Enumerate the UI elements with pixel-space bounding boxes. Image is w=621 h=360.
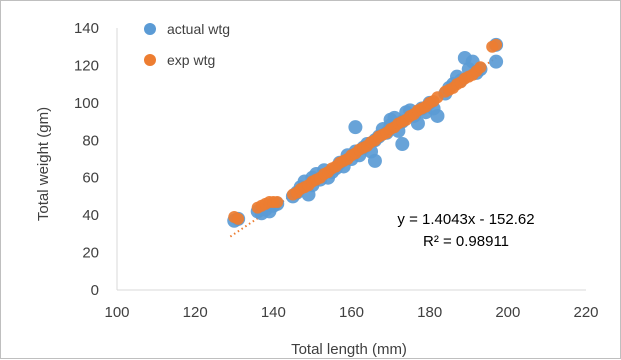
x-tick-label: 180 — [417, 304, 442, 321]
series-exp-wtg — [228, 38, 503, 225]
legend-marker-exp-wtg — [144, 54, 156, 66]
y-tick-label: 140 — [74, 20, 99, 37]
data-point — [489, 54, 504, 69]
data-point — [271, 196, 284, 209]
series-layer — [227, 37, 504, 228]
y-tick-label: 100 — [74, 95, 99, 112]
x-tick-label: 200 — [495, 304, 520, 321]
data-point — [348, 120, 363, 135]
data-point — [395, 137, 410, 152]
data-point — [486, 40, 499, 53]
legend-marker-actual-wtg — [144, 23, 156, 35]
x-tick-label: 100 — [104, 304, 129, 321]
legend: actual wtg exp wtg — [144, 21, 230, 68]
trendline-r-squared: R² = 0.98911 — [423, 233, 509, 250]
axes — [116, 28, 586, 291]
y-tick-label: 80 — [82, 132, 99, 149]
data-point — [232, 212, 245, 225]
x-tick-labels: 100 120 140 160 180 200 220 — [104, 304, 598, 321]
y-tick-label: 60 — [82, 170, 99, 187]
y-tick-label: 20 — [82, 245, 99, 262]
x-tick-label: 140 — [261, 304, 286, 321]
x-tick-label: 120 — [183, 304, 208, 321]
x-tick-label: 220 — [573, 304, 598, 321]
data-point — [474, 61, 487, 74]
legend-label-exp-wtg: exp wtg — [167, 52, 215, 68]
x-axis-title: Total length (mm) — [291, 341, 407, 358]
y-tick-labels: 0 20 40 60 80 100 120 140 — [74, 20, 99, 299]
legend-label-actual-wtg: actual wtg — [167, 21, 230, 37]
y-tick-label: 120 — [74, 57, 99, 74]
y-axis-title: Total weight (gm) — [35, 107, 52, 221]
y-tick-label: 40 — [82, 207, 99, 224]
trendline-equation: y = 1.4043x - 152.62 — [397, 211, 534, 228]
data-point — [430, 108, 445, 123]
data-point — [367, 153, 382, 168]
y-tick-label: 0 — [91, 282, 99, 299]
x-tick-label: 160 — [339, 304, 364, 321]
